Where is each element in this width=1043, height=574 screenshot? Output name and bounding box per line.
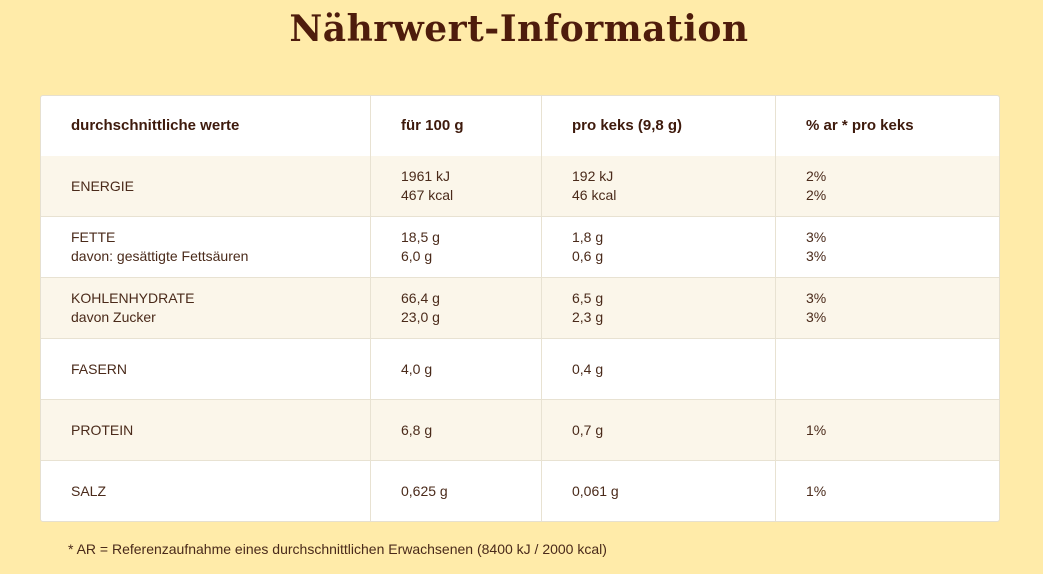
cell-line: 46 kcal <box>572 187 617 203</box>
cell-line: 1,8 g <box>572 229 604 245</box>
nutrient-name-cell: FASERN <box>41 339 370 399</box>
cell-line: 2,3 g <box>572 309 604 325</box>
header-cell: durchschnittliche werte <box>71 116 240 134</box>
per-100g-cell: 6,8 g <box>370 400 541 460</box>
nutrient-name-cell: ENERGIE <box>41 156 370 216</box>
cell-line: 0,625 g <box>401 482 448 499</box>
cell-line: ENERGIE <box>71 177 135 194</box>
cell-line: 1961 kJ <box>401 168 451 184</box>
cell-line: 3% <box>806 290 827 306</box>
cell-line: 18,5 g <box>401 229 440 245</box>
cell-line: KOHLENHYDRATE <box>71 290 195 306</box>
cell-line: davon Zucker <box>71 309 156 325</box>
cell-line: 2% <box>806 168 827 184</box>
per-keks-cell: 0,7 g <box>541 400 775 460</box>
cell-line: 66,4 g <box>401 290 440 306</box>
table-row: PROTEIN 6,8 g 0,7 g 1% <box>41 399 999 460</box>
cell-line: 467 kcal <box>401 187 454 203</box>
ar-percent-cell: 1% <box>775 461 999 521</box>
cell-line: 6,0 g <box>401 248 433 264</box>
cell-line: FETTE <box>71 229 116 245</box>
cell-line: 3% <box>806 229 827 245</box>
per-100g-cell: 66,4 g 23,0 g <box>370 278 541 338</box>
ar-percent-cell: 3% 3% <box>775 278 999 338</box>
ar-percent-cell <box>775 339 999 399</box>
nutrient-name-cell: PROTEIN <box>41 400 370 460</box>
per-keks-cell: 0,4 g <box>541 339 775 399</box>
header-cell: für 100 g <box>370 96 541 156</box>
cell-line: 2% <box>806 187 827 203</box>
cell-line: davon: gesättigte Fettsäuren <box>71 248 249 264</box>
cell-line: SALZ <box>71 482 107 499</box>
cell-line: 6,8 g <box>401 421 433 438</box>
table-row: ENERGIE 1961 kJ 467 kcal 192 kJ 46 kcal 2% 2% <box>41 156 999 216</box>
cell-line: 0,061 g <box>572 482 619 499</box>
table-header-row: durchschnittliche werte für 100 g pro ke… <box>41 96 999 156</box>
per-100g-cell: 1961 kJ 467 kcal <box>370 156 541 216</box>
table-row: FETTE davon: gesättigte Fettsäuren 18,5 g 6… <box>41 216 999 277</box>
cell-line: PROTEIN <box>71 421 134 438</box>
ar-percent-cell: 1% <box>775 400 999 460</box>
per-100g-cell: 4,0 g <box>370 339 541 399</box>
per-keks-cell: 192 kJ 46 kcal <box>541 156 775 216</box>
table-row: KOHLENHYDRATE davon Zucker 66,4 g 23,0 g 6,5… <box>41 277 999 338</box>
ar-percent-cell: 2% 2% <box>775 156 999 216</box>
cell-line: 3% <box>806 248 827 264</box>
cell-line: FASERN <box>71 360 128 377</box>
nutrition-table: durchschnittliche werte für 100 g pro ke… <box>40 95 1000 522</box>
page-title: Nährwert-Information <box>289 8 749 50</box>
cell-line: 23,0 g <box>401 309 440 325</box>
nutrient-name-cell: FETTE davon: gesättigte Fettsäuren <box>41 217 370 277</box>
table-row: SALZ 0,625 g 0,061 g 1% <box>41 460 999 521</box>
cell-line: 192 kJ <box>572 168 614 184</box>
cell-line: 1% <box>806 421 827 438</box>
table-row: FASERN 4,0 g 0,4 g <box>41 338 999 399</box>
per-keks-cell: 1,8 g 0,6 g <box>541 217 775 277</box>
cell-line: 1% <box>806 482 827 499</box>
header-cell: pro keks (9,8 g) <box>541 96 775 156</box>
cell-line: 3% <box>806 309 827 325</box>
per-100g-cell: 18,5 g 6,0 g <box>370 217 541 277</box>
per-keks-cell: 0,061 g <box>541 461 775 521</box>
ar-percent-cell: 3% 3% <box>775 217 999 277</box>
cell-line: 0,6 g <box>572 248 604 264</box>
cell-line: 0,7 g <box>572 421 604 438</box>
per-100g-cell: 0,625 g <box>370 461 541 521</box>
cell-line: 4,0 g <box>401 360 433 377</box>
nutrient-name-cell: KOHLENHYDRATE davon Zucker <box>41 278 370 338</box>
header-cell: % ar * pro keks <box>775 96 999 156</box>
footnote: * AR = Referenzaufnahme eines durchschni… <box>68 541 607 557</box>
cell-line: 0,4 g <box>572 360 604 377</box>
per-keks-cell: 6,5 g 2,3 g <box>541 278 775 338</box>
nutrient-name-cell: SALZ <box>41 461 370 521</box>
cell-line: 6,5 g <box>572 290 604 306</box>
